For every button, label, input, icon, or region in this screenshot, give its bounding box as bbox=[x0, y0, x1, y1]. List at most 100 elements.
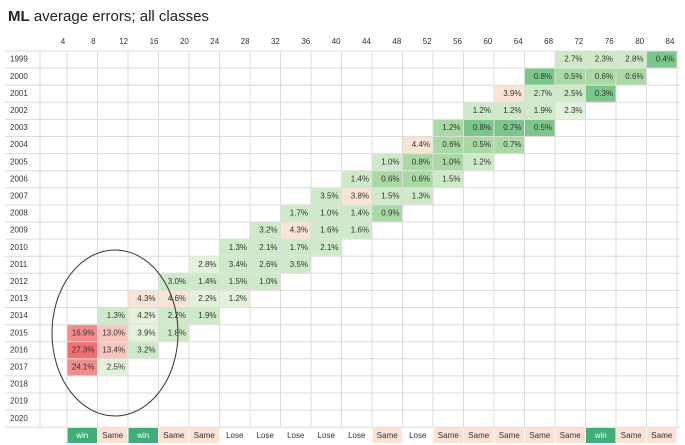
cell bbox=[250, 222, 280, 239]
footer-cell bbox=[433, 428, 463, 443]
cell-value: 4.4% bbox=[412, 140, 430, 149]
cell-value: 13.0% bbox=[102, 328, 125, 337]
cell bbox=[220, 256, 250, 273]
cell bbox=[525, 85, 555, 102]
cell-value: 0.8% bbox=[412, 157, 430, 166]
footer-cell bbox=[586, 428, 616, 443]
cell bbox=[494, 85, 524, 102]
cell bbox=[372, 205, 402, 222]
year-label: 2010 bbox=[10, 243, 28, 252]
cell-value: 2.7% bbox=[564, 55, 582, 64]
footer-cell bbox=[67, 428, 97, 443]
cell bbox=[525, 119, 555, 136]
cell bbox=[494, 119, 524, 136]
cell-value: 0.9% bbox=[381, 209, 399, 218]
column-label: 12 bbox=[119, 37, 128, 46]
cell bbox=[281, 256, 311, 273]
footer-label: Same bbox=[621, 431, 642, 440]
cell-value: 2.8% bbox=[198, 260, 216, 269]
footer-cell bbox=[555, 428, 585, 443]
cell bbox=[586, 68, 616, 85]
cell bbox=[555, 68, 585, 85]
footer-label: Same bbox=[529, 431, 550, 440]
cell-value: 2.6% bbox=[259, 260, 277, 269]
cell-value: 3.8% bbox=[351, 191, 369, 200]
year-label: 2017 bbox=[10, 362, 28, 371]
cell-value: 0.3% bbox=[595, 89, 613, 98]
cell-value: 3.5% bbox=[320, 191, 338, 200]
year-label: 2006 bbox=[10, 174, 28, 183]
year-label: 2016 bbox=[10, 345, 28, 354]
cell-value: 1.7% bbox=[290, 243, 308, 252]
cell bbox=[189, 308, 219, 325]
cell-value: 2.1% bbox=[320, 243, 338, 252]
cell bbox=[189, 273, 219, 290]
cell bbox=[555, 102, 585, 119]
footer-cell bbox=[281, 428, 311, 443]
footer-cell bbox=[403, 428, 433, 443]
highlight-circle bbox=[51, 249, 179, 417]
cell bbox=[189, 256, 219, 273]
footer-label: Same bbox=[194, 431, 215, 440]
cell bbox=[220, 290, 250, 307]
column-label: 4 bbox=[61, 37, 66, 46]
year-label: 2002 bbox=[10, 106, 28, 115]
cell bbox=[586, 51, 616, 68]
column-label: 84 bbox=[666, 37, 675, 46]
cell-value: 1.3% bbox=[229, 243, 247, 252]
cell bbox=[67, 359, 97, 376]
footer-label: Lose bbox=[257, 431, 275, 440]
footer-label: Lose bbox=[409, 431, 427, 440]
title: ML average errors; all classes bbox=[8, 8, 209, 25]
year-label: 2007 bbox=[10, 191, 28, 200]
cell-value: 0.5% bbox=[564, 72, 582, 81]
footer-cell bbox=[525, 428, 555, 443]
cell-value: 2.3% bbox=[564, 106, 582, 115]
cell-value: 24.1% bbox=[72, 362, 95, 371]
cell-value: 0.6% bbox=[442, 140, 460, 149]
cell-value: 2.3% bbox=[595, 55, 613, 64]
year-label: 2011 bbox=[10, 260, 28, 269]
year-label: 2018 bbox=[10, 380, 28, 389]
cell-value: 1.6% bbox=[320, 226, 338, 235]
column-label: 44 bbox=[362, 37, 371, 46]
cell bbox=[128, 308, 158, 325]
cell bbox=[372, 188, 402, 205]
year-label: 2005 bbox=[10, 157, 28, 166]
cell bbox=[342, 222, 372, 239]
cell bbox=[464, 137, 494, 154]
cell bbox=[342, 205, 372, 222]
year-label: 2008 bbox=[10, 209, 28, 218]
cell-value: 0.8% bbox=[473, 123, 491, 132]
cell-value: 3.9% bbox=[503, 89, 521, 98]
column-label: 48 bbox=[392, 37, 401, 46]
cell bbox=[128, 325, 158, 342]
cell bbox=[464, 154, 494, 171]
column-label: 28 bbox=[241, 37, 250, 46]
title-rest: average errors; all classes bbox=[34, 8, 209, 25]
cell bbox=[159, 308, 189, 325]
cell bbox=[403, 154, 433, 171]
cell-value: 1.0% bbox=[442, 157, 460, 166]
cell-value: 0.7% bbox=[503, 140, 521, 149]
cell-value: 2.2% bbox=[198, 294, 216, 303]
cell bbox=[98, 325, 128, 342]
cell bbox=[311, 222, 341, 239]
cell-value: 0.6% bbox=[625, 72, 643, 81]
cell-value: 16.9% bbox=[72, 328, 95, 337]
year-label: 2014 bbox=[10, 311, 28, 320]
year-label: 2015 bbox=[10, 328, 28, 337]
footer-cell bbox=[250, 428, 280, 443]
footer-label: Same bbox=[377, 431, 398, 440]
year-label: 2020 bbox=[10, 414, 28, 423]
cell bbox=[494, 102, 524, 119]
column-label: 20 bbox=[180, 37, 189, 46]
cell bbox=[250, 256, 280, 273]
year-label: 2004 bbox=[10, 140, 28, 149]
footer-cell bbox=[494, 428, 524, 443]
footer-cell bbox=[311, 428, 341, 443]
cell bbox=[250, 239, 280, 256]
cell-value: 0.6% bbox=[381, 174, 399, 183]
column-label: 36 bbox=[301, 37, 310, 46]
cell bbox=[647, 51, 677, 68]
